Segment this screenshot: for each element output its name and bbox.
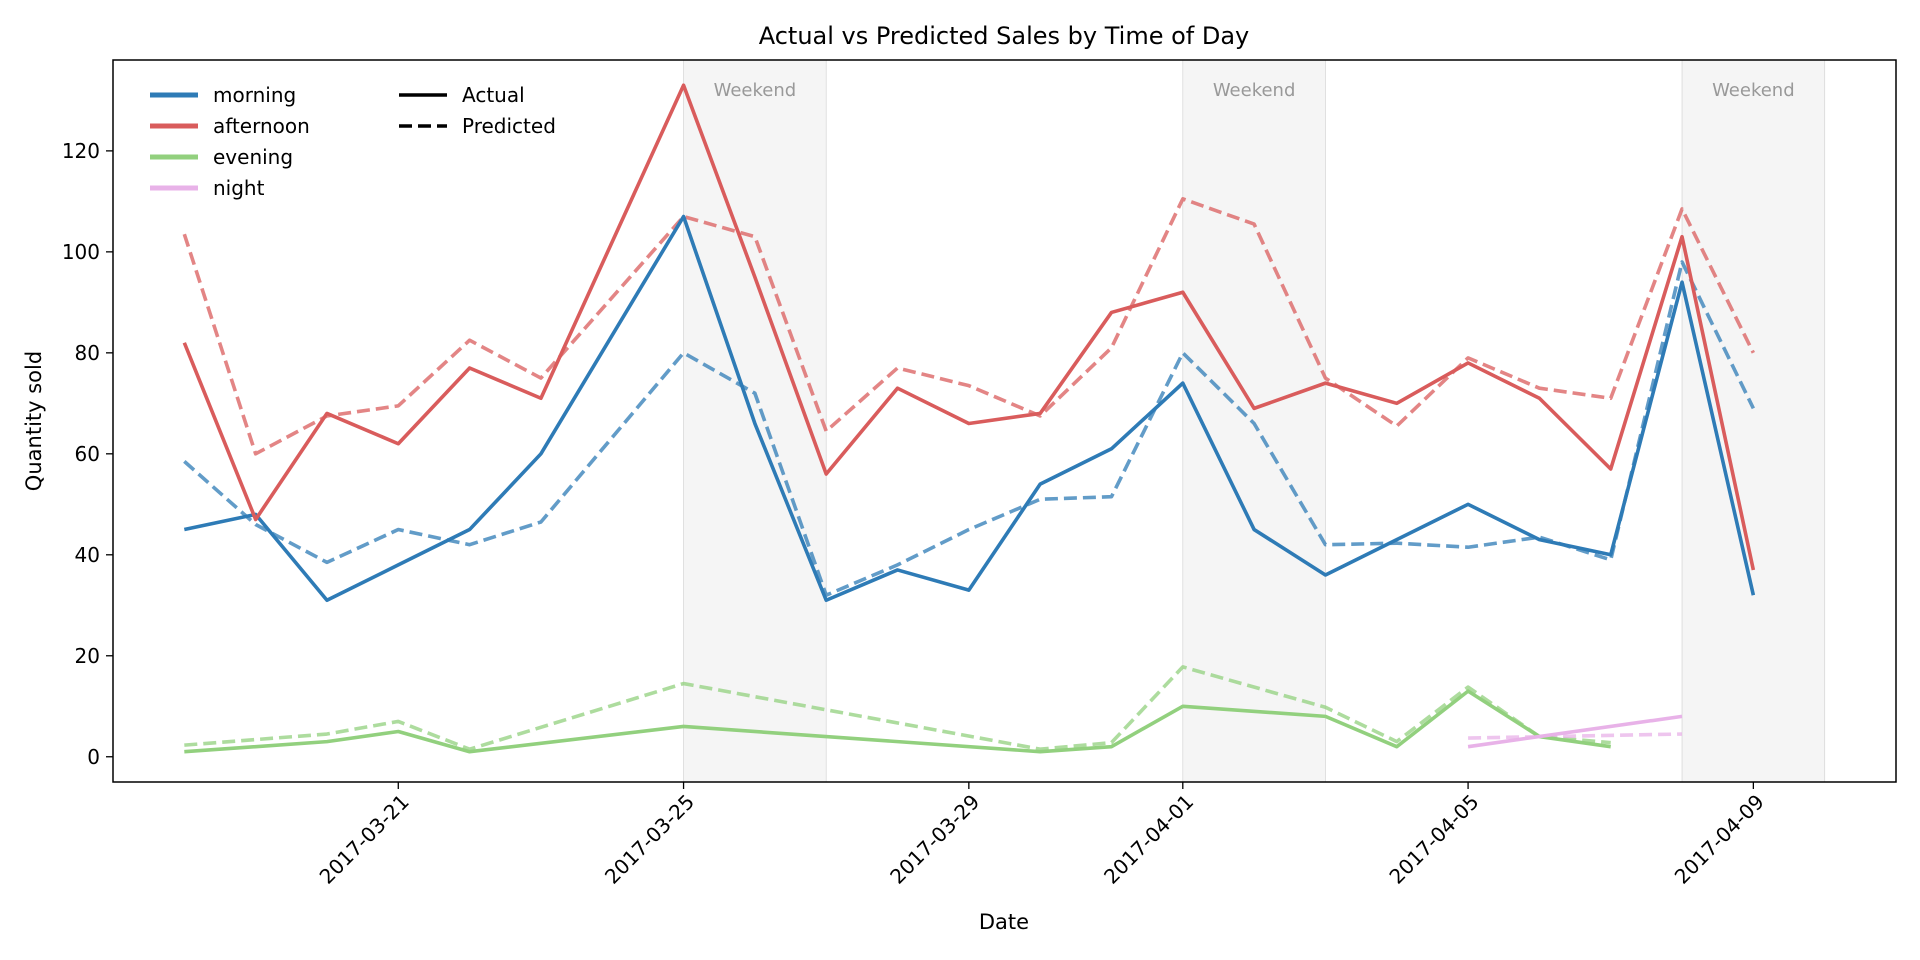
legend-style: Actual Predicted bbox=[399, 83, 556, 138]
legend-label-afternoon: afternoon bbox=[213, 114, 310, 138]
line-night-predicted bbox=[1468, 732, 1683, 740]
y-tick-label: 40 bbox=[75, 543, 100, 567]
line-morning-actual bbox=[183, 214, 1756, 603]
weekend-label: Weekend bbox=[1213, 80, 1296, 101]
line-evening-actual bbox=[184, 689, 1611, 754]
weekend-label: Weekend bbox=[714, 80, 797, 101]
x-tick-label: 2017-04-05 bbox=[1384, 790, 1483, 889]
y-tick-label: 20 bbox=[75, 644, 100, 668]
legend-label-night: night bbox=[213, 176, 265, 200]
legend-series: morning afternoon evening night bbox=[150, 83, 310, 200]
x-tick-label: 2017-03-25 bbox=[600, 790, 699, 889]
weekend-band bbox=[1681, 59, 1826, 783]
series-lines bbox=[182, 83, 1756, 754]
line-afternoon-predicted bbox=[182, 197, 1755, 456]
x-tick-label: 2017-03-29 bbox=[885, 790, 984, 889]
x-tick-label: 2017-04-01 bbox=[1099, 790, 1198, 889]
chart-title: Actual vs Predicted Sales by Time of Day bbox=[759, 22, 1250, 50]
y-tick-label: 120 bbox=[62, 139, 100, 163]
legend-label-evening: evening bbox=[213, 145, 293, 169]
x-axis: 2017-03-21 2017-03-25 2017-03-29 2017-04-01… bbox=[315, 782, 1769, 889]
y-axis: 0 20 40 60 80 100 120 bbox=[62, 139, 113, 769]
line-afternoon-actual bbox=[182, 83, 1756, 571]
legend-style-label: Predicted bbox=[462, 114, 556, 138]
y-tick-label: 100 bbox=[62, 240, 100, 264]
weekend-bands: Weekend Weekend Weekend bbox=[683, 59, 1826, 783]
line-morning-predicted bbox=[183, 260, 1755, 597]
plot-frame bbox=[112, 59, 1897, 783]
y-tick-label: 0 bbox=[87, 745, 100, 769]
x-tick-label: 2017-03-21 bbox=[315, 790, 414, 889]
y-tick-label: 60 bbox=[75, 442, 100, 466]
x-axis-label: Date bbox=[979, 910, 1029, 934]
legend-style-label: Actual bbox=[462, 83, 525, 107]
line-evening-predicted bbox=[184, 665, 1611, 751]
legend-label-morning: morning bbox=[213, 83, 296, 107]
x-tick-label: 2017-04-09 bbox=[1670, 790, 1769, 889]
line-night-actual bbox=[1467, 714, 1683, 749]
weekend-label: Weekend bbox=[1712, 80, 1795, 101]
y-tick-label: 80 bbox=[75, 341, 100, 365]
y-axis-label: Quantity sold bbox=[22, 351, 46, 491]
